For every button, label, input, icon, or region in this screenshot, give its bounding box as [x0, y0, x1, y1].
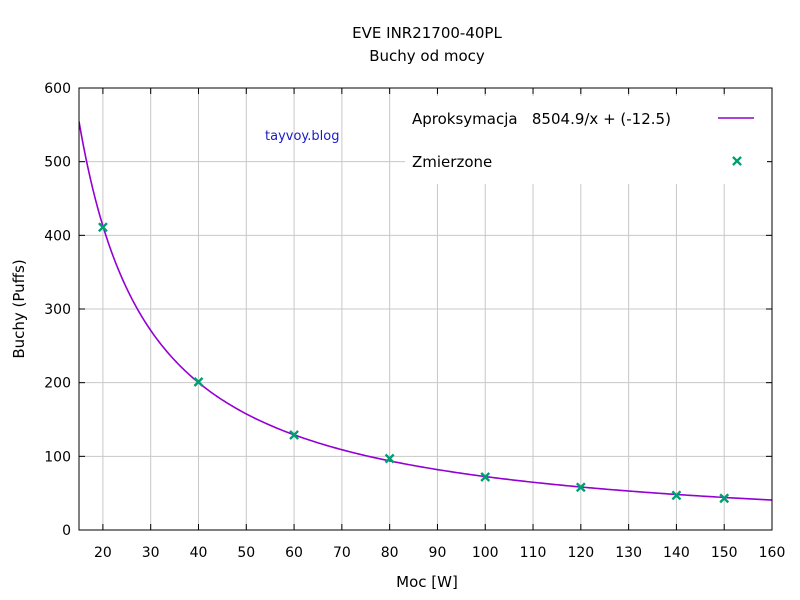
y-tick-label: 100 — [44, 449, 71, 465]
x-axis-label: Moc [W] — [396, 573, 458, 591]
x-tick-label: 80 — [381, 545, 399, 561]
x-tick-label: 120 — [567, 545, 594, 561]
measured-point — [671, 490, 682, 501]
watermark-annotation: tayvoy.blog — [265, 129, 339, 144]
legend-marker-measured — [732, 156, 742, 166]
tick-labels: 20 30 40 50 60 70 80 90 100 110 120 130 140 150 160 0 10… — [44, 81, 785, 561]
x-tick-label: 60 — [285, 545, 303, 561]
x-tick-label: 70 — [333, 545, 351, 561]
legend-background — [405, 96, 767, 184]
chart-title: EVE INR21700-40PL — [352, 24, 502, 42]
measured-point — [575, 482, 586, 493]
x-tick-label: 40 — [190, 545, 208, 561]
x-tick-label: 150 — [711, 545, 738, 561]
plot-area — [79, 121, 772, 504]
x-tick-label: 90 — [429, 545, 447, 561]
x-tick-label: 140 — [663, 545, 690, 561]
x-tick-label: 20 — [94, 545, 112, 561]
measured-point — [480, 472, 491, 482]
measured-point — [719, 493, 730, 504]
y-tick-label: 0 — [62, 523, 71, 539]
y-tick-label: 600 — [44, 81, 71, 97]
x-tick-label: 160 — [759, 545, 786, 561]
chart-subtitle: Buchy od mocy — [369, 47, 485, 65]
legend-label-fit: Aproksymacja 8504.9/x + (-12.5) — [412, 110, 671, 128]
x-tick-label: 30 — [142, 545, 160, 561]
axis-ticks — [79, 87, 773, 531]
measured-point — [193, 377, 204, 387]
y-tick-label: 200 — [44, 376, 71, 392]
x-tick-label: 100 — [472, 545, 499, 561]
y-tick-label: 400 — [44, 228, 71, 244]
y-tick-label: 300 — [44, 302, 71, 318]
x-tick-label: 110 — [520, 545, 547, 561]
measured-point — [97, 222, 108, 233]
legend: Aproksymacja 8504.9/x + (-12.5) Zmierzon… — [405, 96, 767, 184]
y-axis-label: Buchy (Puffs) — [10, 259, 28, 358]
x-tick-label: 50 — [237, 545, 255, 561]
y-tick-label: 500 — [44, 155, 71, 171]
measured-point — [289, 430, 299, 440]
measured-point — [384, 453, 395, 464]
x-tick-label: 130 — [615, 545, 642, 561]
legend-swatch-measured — [732, 156, 742, 166]
legend-label-measured: Zmierzone — [412, 153, 492, 171]
